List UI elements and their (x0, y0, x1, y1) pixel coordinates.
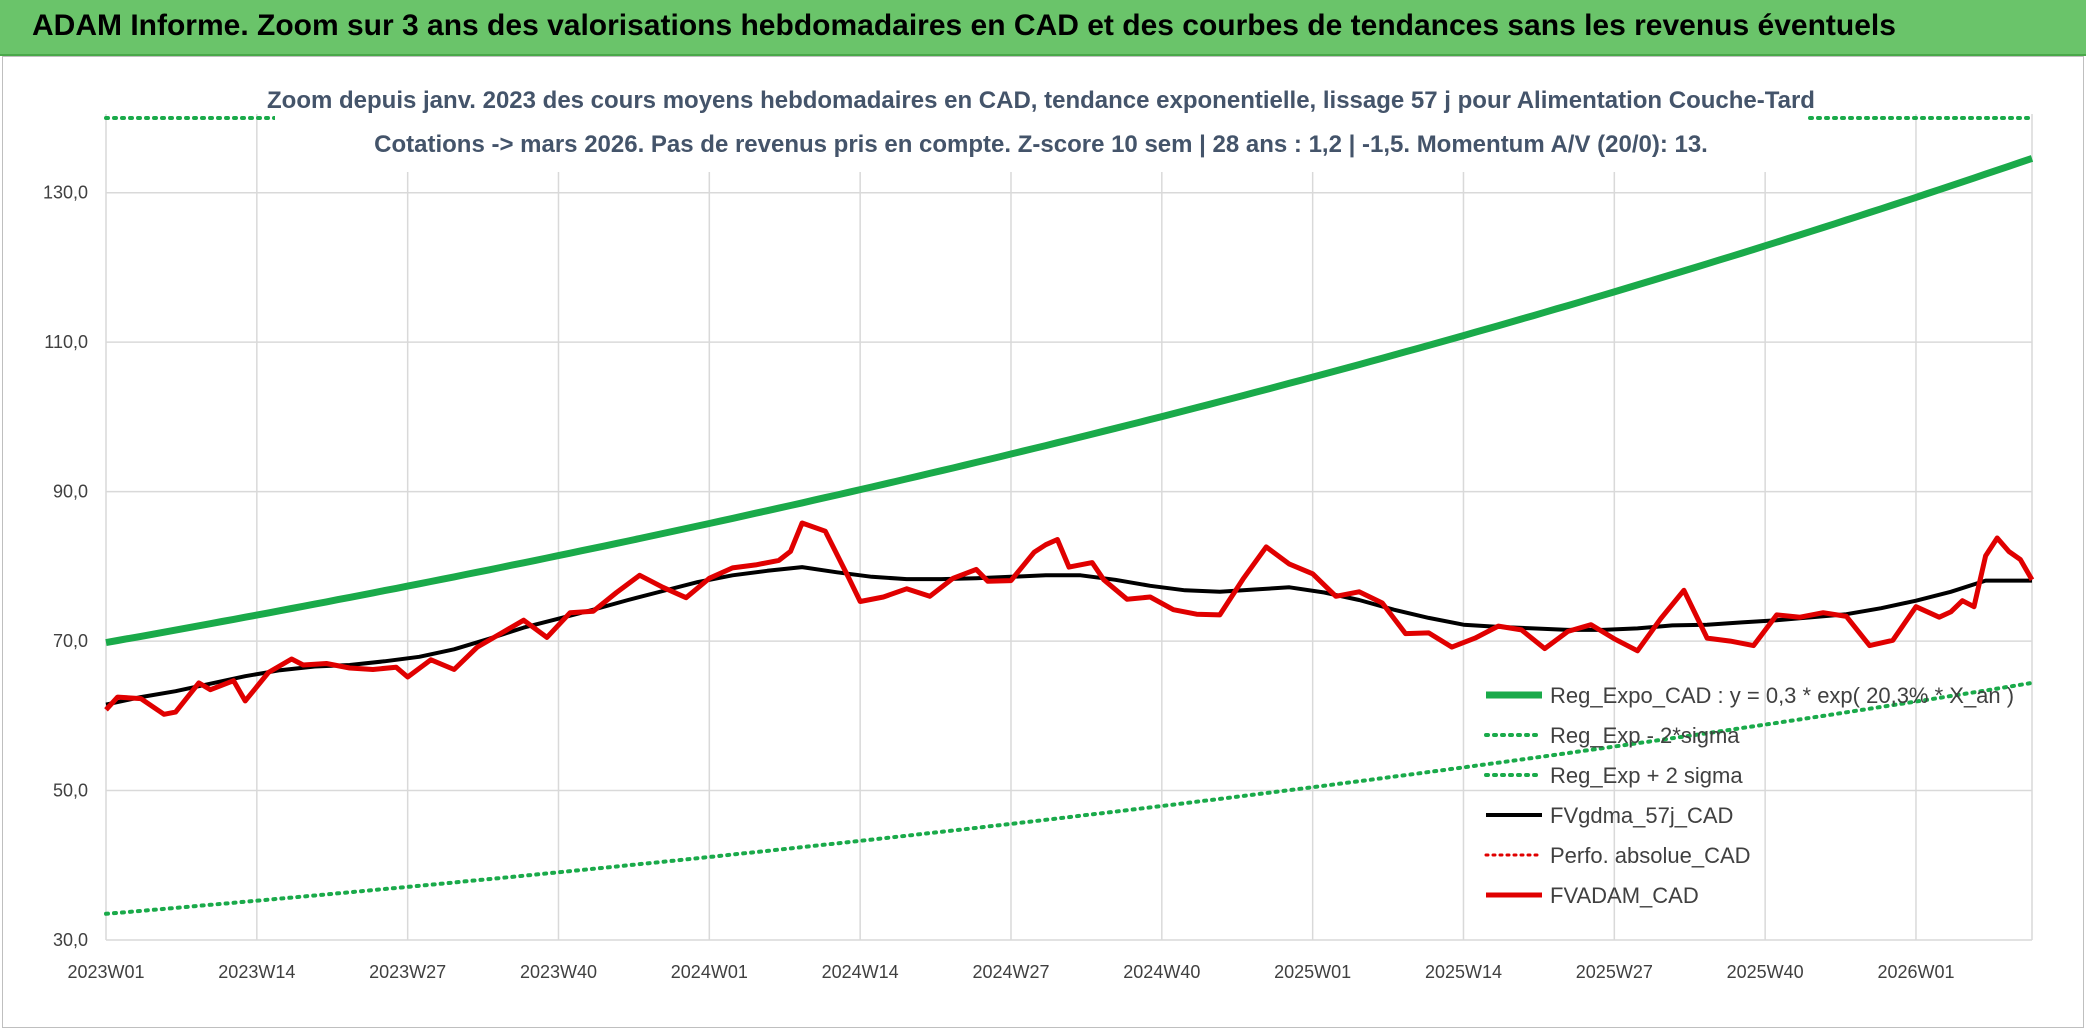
chart-frame (2, 56, 2084, 1028)
legend-label-fvadam-cad: FVADAM_CAD (1550, 883, 1699, 908)
axes: 30,0 50,0 70,0 90,0 110,0 130,0 2023W01 2023W14… (43, 183, 1955, 982)
legend-label-reg-exp-2-sigma: Reg_Exp - 2*sigma (1550, 723, 1740, 748)
chart-legend: Reg_Expo_CAD : y = 0,3 * exp( 20,3% * X_… (1484, 683, 2014, 908)
x-tick-label: 2024W27 (972, 962, 1049, 982)
y-tick-label: 90,0 (53, 482, 88, 502)
x-tick-label: 2024W01 (671, 962, 748, 982)
x-tick-label: 2023W40 (520, 962, 597, 982)
x-tick-label: 2025W01 (1274, 962, 1351, 982)
grid-lines (105, 114, 2033, 941)
y-tick-label: 70,0 (53, 631, 88, 651)
chart-title-background (275, 78, 1807, 172)
x-tick-label: 2025W14 (1425, 962, 1502, 982)
series-line-reg-expo-cad-y-0-3-exp-20-3-x-an (105, 155, 2034, 647)
chart-title-block: Zoom depuis janv. 2023 des cours moyens … (267, 78, 1815, 172)
legend-label-reg-exp-2-sigma: Reg_Exp + 2 sigma (1550, 763, 1743, 788)
x-tick-label: 2024W14 (822, 962, 899, 982)
chart-title-line-1: Zoom depuis janv. 2023 des cours moyens … (267, 87, 1815, 114)
legend-label-fvgdma-57j-cad: FVgdma_57j_CAD (1550, 803, 1733, 828)
legend-label-reg-expo-cad-y-0-3-exp-20-3-x-an: Reg_Expo_CAD : y = 0,3 * exp( 20,3% * X_… (1550, 683, 2014, 708)
report-banner: ADAM Informe. Zoom sur 3 ans des valoris… (0, 0, 2086, 56)
series-line-reg-exp-2-sigma (104, 680, 2034, 916)
y-tick-label: 110,0 (44, 332, 88, 352)
x-tick-label: 2024W40 (1123, 962, 1200, 982)
x-tick-label: 2023W27 (369, 962, 446, 982)
x-tick-label: 2026W01 (1877, 962, 1954, 982)
series-line-fvadam-cad (104, 520, 2035, 717)
chart-title-line-2: Cotations -> mars 2026. Pas de revenus p… (374, 131, 1708, 158)
report-title: ADAM Informe. Zoom sur 3 ans des valoris… (32, 9, 1896, 42)
series-lines (104, 116, 2035, 916)
x-tick-label: 2025W40 (1727, 962, 1804, 982)
y-tick-label: 30,0 (53, 930, 88, 950)
x-tick-label: 2023W01 (67, 962, 144, 982)
y-tick-label: 130,0 (43, 183, 88, 203)
x-tick-label: 2025W27 (1576, 962, 1653, 982)
legend-label-perfo-absolue-cad: Perfo. absolue_CAD (1550, 843, 1751, 868)
x-tick-label: 2023W14 (218, 962, 295, 982)
y-tick-label: 50,0 (53, 781, 88, 801)
